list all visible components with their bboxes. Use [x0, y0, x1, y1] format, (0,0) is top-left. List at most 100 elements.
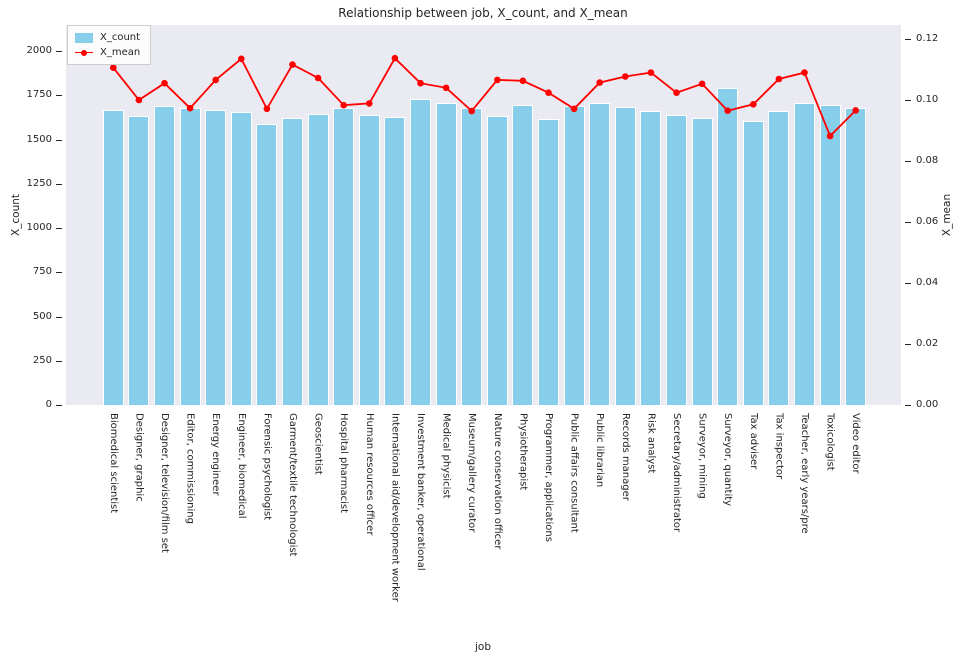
left-ytick-label: 1750 [26, 89, 52, 101]
left-ytick-label: 750 [32, 266, 52, 278]
bar [742, 120, 764, 405]
x-tick-label: Teacher, early years/pre [799, 413, 810, 534]
bar [256, 123, 278, 405]
x-tick-label: Tax adviser [747, 413, 759, 470]
left-ytick-mark [56, 228, 62, 230]
left-ytick-mark [56, 272, 62, 274]
bar [538, 119, 559, 405]
x-mean-point [852, 107, 859, 114]
right-ytick-mark [905, 100, 911, 102]
x-tick-label: Editor, commissioning [184, 413, 196, 524]
x-mean-point [238, 55, 245, 63]
bar [384, 117, 406, 405]
bar [666, 114, 687, 405]
right-ytick-label: 0.00 [916, 399, 939, 410]
x-tick-label: Geoscientist [312, 413, 324, 475]
x-mean-point [622, 73, 629, 80]
x-tick-label: Programmer, applications [543, 413, 554, 542]
x-mean-point [801, 69, 808, 76]
left-ytick-mark [56, 139, 62, 141]
bar [435, 103, 457, 405]
x-mean-point [519, 77, 527, 85]
x-mean-point [186, 104, 194, 112]
x-mean-point [391, 54, 399, 62]
x-mean-point [596, 79, 603, 86]
bar [640, 110, 662, 405]
x-tick-label: Designer, graphic [133, 413, 145, 502]
bar [486, 115, 508, 405]
left-ytick-mark [56, 316, 62, 318]
bar [614, 106, 636, 405]
bar [410, 99, 431, 405]
bar [819, 105, 841, 405]
legend-label-x-mean: X_mean [100, 47, 141, 58]
plot-area [66, 25, 901, 405]
right-ytick-mark [905, 344, 911, 346]
right-ytick-label: 0.02 [916, 338, 939, 349]
bar [512, 105, 534, 405]
x-tick-label: Tax inspector [773, 413, 785, 480]
x-mean-point [724, 107, 731, 114]
x-axis-label: job [474, 641, 492, 653]
x-mean-point [314, 74, 322, 82]
right-ytick-label: 0.08 [916, 155, 939, 166]
x-mean-point [366, 100, 373, 107]
bar [307, 114, 329, 405]
x-tick-label: Secretary/administrator [671, 413, 682, 533]
x-mean-point [417, 79, 424, 87]
x-tick-label: Video editor [850, 413, 862, 474]
left-ytick-mark [56, 360, 62, 362]
x-mean-point [161, 79, 168, 87]
x-tick-label: Records manager [619, 413, 631, 501]
x-tick-label: Medical physicist [440, 413, 452, 499]
x-tick-label: Public affairs consultant [568, 413, 580, 533]
x-mean-point [570, 105, 578, 113]
bar [230, 112, 252, 405]
x-tick-label: Public librarian [594, 413, 606, 488]
x-mean-point [442, 84, 450, 92]
x-tick-label: Museum/gallery curator [466, 413, 478, 533]
x-tick-label: Physiotherapist [517, 413, 529, 491]
bar [691, 117, 713, 405]
x-mean-line [112, 56, 857, 138]
right-ytick-mark [905, 39, 911, 41]
left-axis-label: X_count [10, 193, 22, 237]
line-series-layer [110, 54, 859, 140]
left-ytick-label: 250 [32, 354, 52, 366]
x-tick-label: Investment banker, operational [415, 413, 426, 571]
x-mean-point [750, 101, 757, 108]
legend-line-dot [81, 49, 87, 56]
x-mean-point [468, 107, 476, 115]
x-mean-point [494, 76, 501, 84]
left-ytick-mark [56, 183, 62, 185]
bar [768, 110, 790, 405]
right-ytick-mark [905, 161, 911, 163]
legend-label-x-count: X_count [100, 32, 141, 43]
x-tick-label: Biomedical scientist [107, 413, 119, 514]
right-axis-label: X_mean [941, 193, 953, 237]
x-tick-label: Garment/textile technologist [287, 413, 298, 557]
left-ytick-label: 500 [32, 310, 52, 322]
left-ytick-label: 0 [45, 399, 52, 410]
bar [128, 115, 150, 405]
bar [358, 114, 380, 405]
left-ytick-mark [56, 95, 62, 97]
right-ytick-label: 0.12 [916, 33, 939, 44]
x-tick-label: Human resources officer [363, 413, 375, 536]
bar [717, 88, 739, 405]
x-mean-point [289, 61, 296, 68]
left-ytick-mark [56, 51, 62, 53]
x-tick-label: Forensic psychologist [261, 413, 273, 521]
bar [794, 103, 815, 405]
x-mean-point [135, 96, 143, 104]
x-tick-label: International aid/development worker [389, 413, 401, 602]
bar [102, 109, 124, 405]
legend-line-swatch-icon [75, 48, 93, 58]
x-mean-point [826, 132, 834, 140]
x-tick-label: Engineer, biomedical [235, 413, 247, 519]
bar [205, 109, 227, 405]
x-mean-point [647, 69, 655, 76]
x-mean-point [698, 80, 706, 88]
bar [589, 103, 611, 405]
